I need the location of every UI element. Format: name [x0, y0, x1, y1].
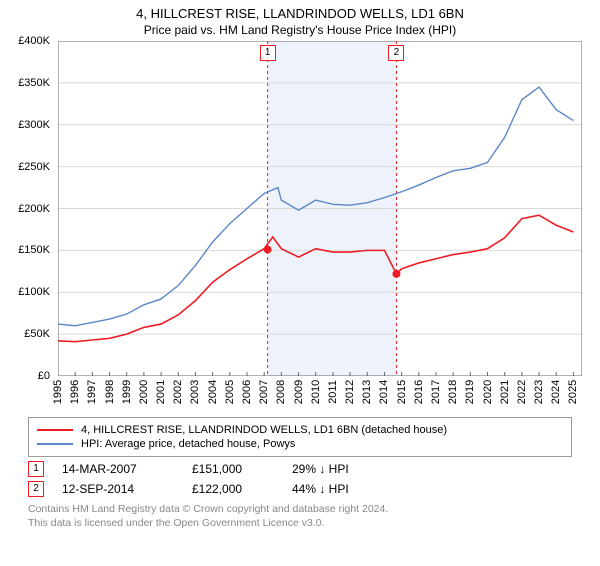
x-axis-label: 1998: [104, 380, 116, 404]
legend-item: 4, HILLCREST RISE, LLANDRINDOD WELLS, LD…: [37, 424, 563, 436]
sale-date: 14-MAR-2007: [62, 462, 192, 476]
y-axis-label: £100K: [18, 286, 50, 298]
chart-svg: [58, 41, 582, 376]
y-axis-label: £250K: [18, 161, 50, 173]
x-axis-label: 2006: [241, 380, 253, 404]
x-axis-label: 2005: [224, 380, 236, 404]
y-axis-label: £50K: [24, 328, 50, 340]
legend-swatch: [37, 429, 73, 431]
x-axis-label: 2011: [327, 380, 339, 404]
sale-diff: 44% ↓ HPI: [292, 482, 412, 496]
y-axis-label: £0: [38, 370, 50, 382]
x-axis-label: 1999: [121, 380, 133, 404]
legend-swatch: [37, 443, 73, 445]
x-axis-label: 2009: [293, 380, 305, 404]
x-axis-label: 1995: [52, 380, 64, 404]
x-axis-label: 2002: [172, 380, 184, 404]
legend-label: 4, HILLCREST RISE, LLANDRINDOD WELLS, LD…: [81, 424, 447, 436]
x-axis-label: 2017: [430, 380, 442, 404]
x-axis-label: 2015: [396, 380, 408, 404]
chart-subtitle: Price paid vs. HM Land Registry's House …: [0, 23, 600, 37]
x-axis-label: 2010: [310, 380, 322, 404]
legend-box: 4, HILLCREST RISE, LLANDRINDOD WELLS, LD…: [28, 417, 572, 457]
y-axis-label: £150K: [18, 244, 50, 256]
sale-price: £122,000: [192, 482, 292, 496]
chart-area: 12£0£50K£100K£150K£200K£250K£300K£350K£4…: [10, 41, 590, 411]
legend-item: HPI: Average price, detached house, Powy…: [37, 438, 563, 450]
footer-attribution: Contains HM Land Registry data © Crown c…: [28, 503, 572, 530]
x-axis-label: 2007: [258, 380, 270, 404]
x-axis-label: 2024: [550, 380, 562, 404]
y-axis-label: £200K: [18, 203, 50, 215]
x-axis-label: 2018: [447, 380, 459, 404]
sale-marker: 2: [28, 481, 44, 497]
event-marker: 1: [260, 45, 276, 61]
x-axis-label: 1996: [69, 380, 81, 404]
x-axis-label: 2012: [344, 380, 356, 404]
sale-marker: 1: [28, 461, 44, 477]
x-axis-label: 2008: [275, 380, 287, 404]
x-axis-label: 2003: [189, 380, 201, 404]
legend-label: HPI: Average price, detached house, Powy…: [81, 438, 295, 450]
x-axis-label: 2014: [378, 380, 390, 404]
x-axis-label: 2016: [413, 380, 425, 404]
y-axis-label: £300K: [18, 119, 50, 131]
x-axis-label: 2025: [567, 380, 579, 404]
x-axis-label: 1997: [86, 380, 98, 404]
x-axis-label: 2004: [207, 380, 219, 404]
footer-line: Contains HM Land Registry data © Crown c…: [28, 503, 572, 517]
x-axis-label: 2000: [138, 380, 150, 404]
x-axis-label: 2023: [533, 380, 545, 404]
x-axis-label: 2022: [516, 380, 528, 404]
x-axis-label: 2020: [482, 380, 494, 404]
sale-row: 1 14-MAR-2007£151,00029% ↓ HPI: [28, 461, 572, 477]
x-axis-label: 2013: [361, 380, 373, 404]
chart-title: 4, HILLCREST RISE, LLANDRINDOD WELLS, LD…: [0, 6, 600, 21]
sale-diff: 29% ↓ HPI: [292, 462, 412, 476]
sale-row: 2 12-SEP-2014£122,00044% ↓ HPI: [28, 481, 572, 497]
sale-price: £151,000: [192, 462, 292, 476]
y-axis-label: £400K: [18, 35, 50, 47]
x-axis-label: 2019: [464, 380, 476, 404]
event-marker: 2: [388, 45, 404, 61]
sale-date: 12-SEP-2014: [62, 482, 192, 496]
sales-table: 1 14-MAR-2007£151,00029% ↓ HPI 2 12-SEP-201…: [0, 461, 600, 497]
y-axis-label: £350K: [18, 77, 50, 89]
footer-line: This data is licensed under the Open Gov…: [28, 517, 572, 531]
x-axis-label: 2001: [155, 380, 167, 404]
x-axis-label: 2021: [499, 380, 511, 404]
